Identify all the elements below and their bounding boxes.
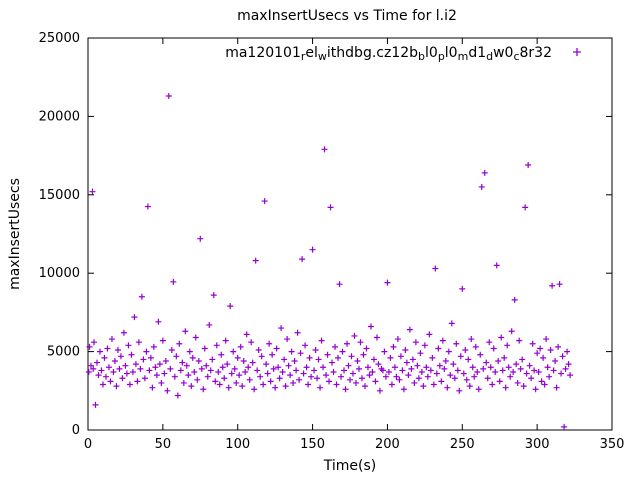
- plot-border: [87, 37, 613, 431]
- data-point-markers: [85, 93, 574, 430]
- x-tick-label: 350: [600, 437, 625, 452]
- chart-title: maxInsertUsecs vs Time for l.i2: [237, 8, 457, 24]
- legend: ma120101relwithdbg.cz12bbl0pl0md1dw0c8r3…: [225, 45, 581, 63]
- y-tick-label: 0: [72, 423, 80, 438]
- x-tick-label: 150: [300, 437, 325, 452]
- x-tick-label: 50: [155, 437, 172, 452]
- legend-marker-icon: [573, 48, 581, 56]
- x-tick-label: 200: [375, 437, 400, 452]
- y-tick-label: 15000: [39, 188, 80, 203]
- x-tick-label: 0: [84, 437, 92, 452]
- data-points: [85, 93, 574, 430]
- legend-series-label: ma120101relwithdbg.cz12bbl0pl0md1dw0c8r3…: [225, 45, 552, 63]
- y-tick-label: 20000: [39, 109, 80, 124]
- axes: 0 50 100 150 200 250 300 350 0 5000 10000 15000 2000…: [39, 31, 625, 452]
- x-axis-label: Time(s): [323, 458, 376, 474]
- x-tick-label: 300: [525, 437, 550, 452]
- y-tick-label: 5000: [47, 345, 80, 360]
- y-tick-label: 10000: [39, 266, 80, 281]
- y-tick-label: 25000: [39, 31, 80, 46]
- x-tick-label: 100: [225, 437, 250, 452]
- y-axis-label: maxInsertUsecs: [7, 178, 23, 290]
- x-tick-label: 250: [450, 437, 475, 452]
